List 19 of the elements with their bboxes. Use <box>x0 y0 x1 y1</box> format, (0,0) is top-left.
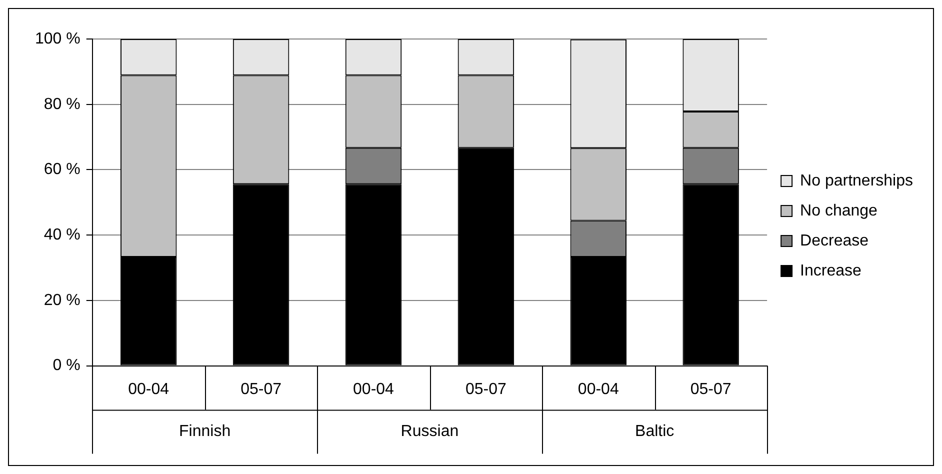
y-tick-label: 60 % <box>44 161 80 178</box>
x-tick-label: 05-07 <box>240 380 282 398</box>
y-tick-label: 80 % <box>44 96 80 113</box>
y-tick-label: 0 % <box>52 357 80 374</box>
x-tick-label: 05-07 <box>465 380 506 398</box>
x-tick-label: 05-07 <box>690 380 732 398</box>
text: Finnish <box>179 423 231 440</box>
text: Russian <box>400 423 459 440</box>
x-tick-label: 00-04 <box>128 380 170 398</box>
x-tick-label: 00-04 <box>578 380 619 398</box>
legend-label: Increase <box>800 262 862 280</box>
legend-label: No change <box>800 202 878 220</box>
text: Baltic <box>635 423 674 440</box>
legend-label: Decrease <box>800 232 869 250</box>
x-tick-label: 00-04 <box>353 380 394 398</box>
legend-label: No partnerships <box>800 172 914 190</box>
y-tick-label: 100 % <box>34 30 80 48</box>
y-tick-label: 20 % <box>44 292 80 309</box>
y-tick-label: 40 % <box>44 226 80 244</box>
